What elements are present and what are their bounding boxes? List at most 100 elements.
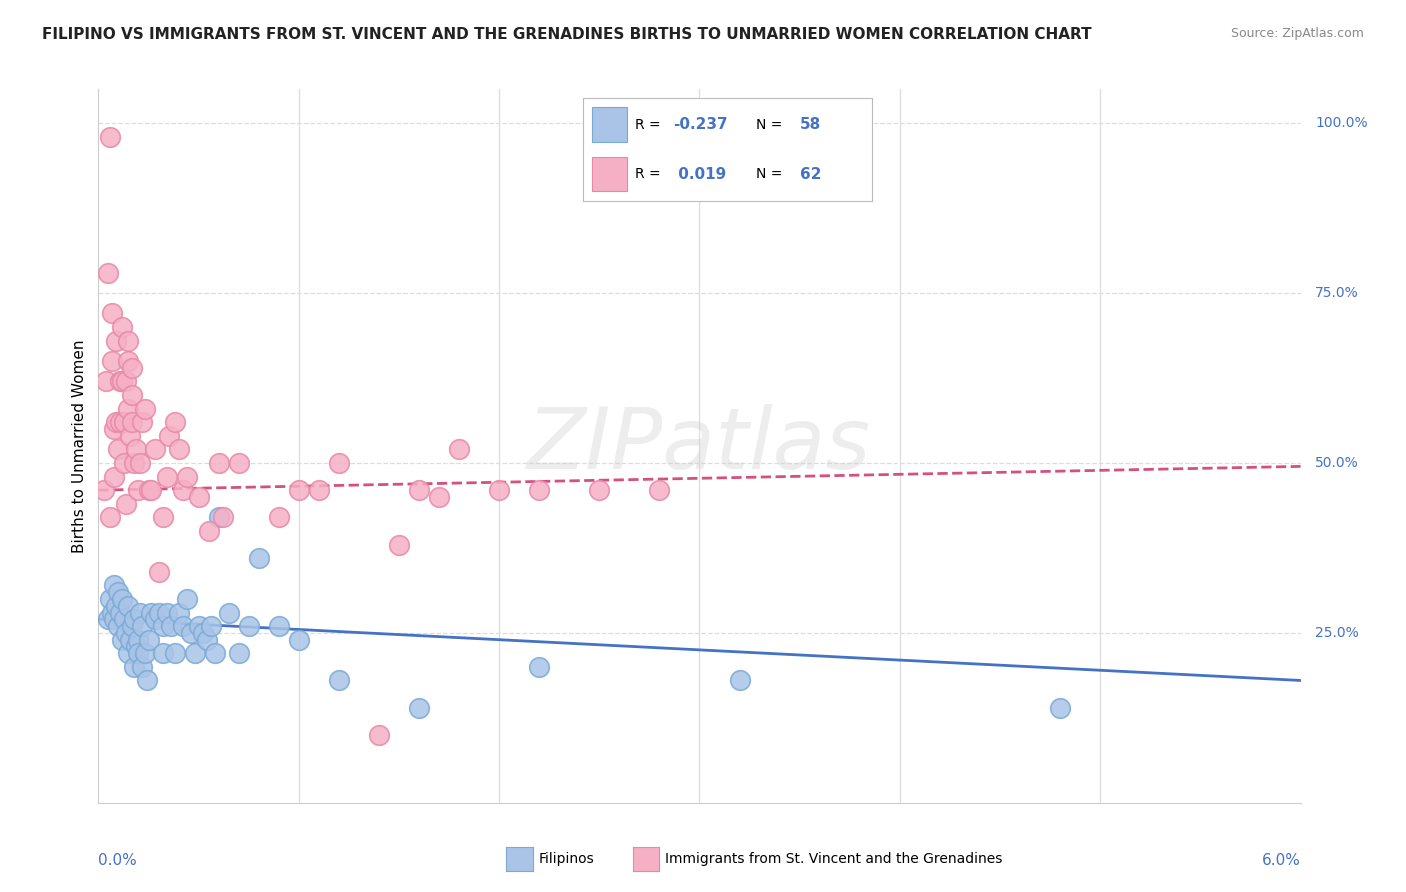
Point	[93, 483, 115, 498]
Point	[135, 673, 157, 688]
Text: Immigrants from St. Vincent and the Grenadines: Immigrants from St. Vincent and the Gren…	[665, 852, 1002, 866]
Text: 62: 62	[800, 167, 821, 182]
Point	[111, 632, 134, 647]
Point	[163, 646, 186, 660]
Point	[427, 490, 450, 504]
Point	[117, 401, 139, 416]
Text: 58: 58	[800, 117, 821, 132]
Point	[129, 456, 152, 470]
Point	[124, 456, 146, 470]
Point	[131, 415, 153, 429]
Point	[100, 510, 122, 524]
Point	[121, 388, 143, 402]
Point	[529, 483, 551, 498]
Point	[287, 483, 309, 498]
Point	[115, 375, 138, 389]
Bar	[592, 157, 627, 192]
Point	[208, 510, 231, 524]
Point	[197, 524, 219, 538]
Point	[143, 612, 166, 626]
Point	[367, 728, 389, 742]
Point	[155, 606, 177, 620]
Point	[134, 646, 156, 660]
Point	[180, 626, 202, 640]
Point	[96, 375, 118, 389]
Point	[110, 375, 132, 389]
Point	[204, 646, 226, 660]
Point	[125, 640, 148, 654]
Point	[117, 354, 139, 368]
Point	[117, 599, 139, 613]
Point	[103, 612, 125, 626]
Point	[488, 483, 510, 498]
Text: R =: R =	[636, 118, 665, 132]
Point	[120, 429, 142, 443]
Point	[176, 591, 198, 606]
Point	[328, 456, 350, 470]
Point	[107, 585, 129, 599]
Point	[152, 510, 174, 524]
Point	[155, 469, 177, 483]
Point	[187, 619, 209, 633]
Point	[152, 646, 174, 660]
Point	[129, 606, 152, 620]
Point	[121, 415, 143, 429]
Point	[267, 619, 290, 633]
Point	[101, 354, 124, 368]
Text: 0.019: 0.019	[673, 167, 725, 182]
Text: 75.0%: 75.0%	[1315, 286, 1358, 300]
Point	[114, 415, 136, 429]
Point	[238, 619, 260, 633]
Point	[97, 612, 120, 626]
Point	[167, 606, 190, 620]
Point	[408, 483, 430, 498]
Point	[648, 483, 671, 498]
Point	[228, 646, 250, 660]
Point	[115, 626, 138, 640]
Point	[107, 442, 129, 457]
Point	[111, 320, 134, 334]
Point	[191, 626, 214, 640]
Point	[159, 619, 181, 633]
Point	[117, 646, 139, 660]
Point	[134, 401, 156, 416]
Point	[114, 612, 136, 626]
Point	[157, 429, 180, 443]
Point	[447, 442, 470, 457]
Point	[124, 612, 146, 626]
Point	[128, 483, 150, 498]
Point	[408, 700, 430, 714]
Text: 0.0%: 0.0%	[98, 853, 138, 868]
Point	[247, 551, 270, 566]
Point	[148, 606, 170, 620]
Point	[105, 334, 128, 348]
Point	[101, 606, 124, 620]
Point	[97, 266, 120, 280]
Point	[308, 483, 330, 498]
Point	[105, 599, 128, 613]
Point	[131, 619, 153, 633]
Point	[117, 334, 139, 348]
Point	[131, 660, 153, 674]
Point	[167, 442, 190, 457]
Point	[103, 422, 125, 436]
Point	[138, 632, 160, 647]
Point	[148, 565, 170, 579]
Point	[200, 619, 222, 633]
Point	[121, 619, 143, 633]
Point	[121, 360, 143, 375]
Point	[111, 591, 134, 606]
Point	[101, 306, 124, 320]
Text: R =: R =	[636, 167, 665, 181]
Text: N =: N =	[756, 118, 787, 132]
Point	[195, 632, 218, 647]
Point	[211, 510, 233, 524]
Point	[128, 646, 150, 660]
Point	[728, 673, 751, 688]
Point	[176, 469, 198, 483]
Point	[588, 483, 610, 498]
Bar	[592, 107, 627, 142]
Text: 6.0%: 6.0%	[1261, 853, 1301, 868]
Point	[218, 606, 240, 620]
Point	[1049, 700, 1071, 714]
